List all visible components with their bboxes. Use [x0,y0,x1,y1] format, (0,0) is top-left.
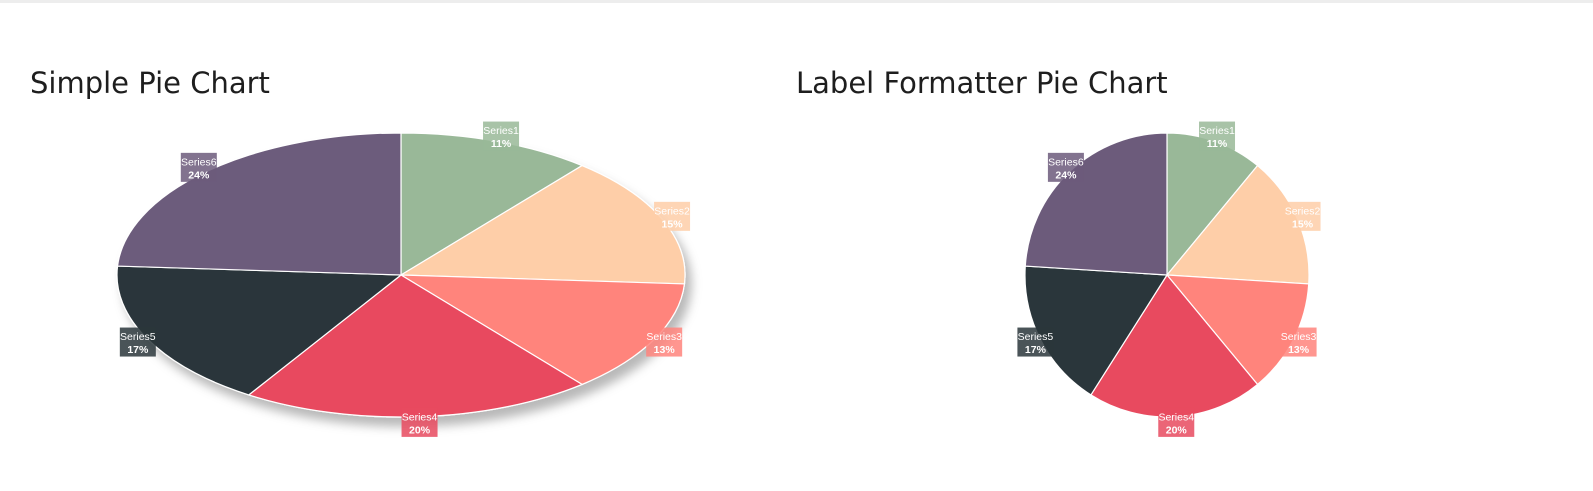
data-label-percent: 17% [1025,344,1047,356]
data-label-series-name: Series4 [1158,411,1194,423]
data-label-box [1284,201,1321,231]
pie-slices [1024,132,1310,418]
data-label-series-name: Series6 [181,156,217,168]
data-label-percent: 24% [188,169,210,181]
data-label-percent: 20% [409,424,431,436]
simple-pie-chart-panel: Simple Pie Chart Series1 11% Series2 15% Ser… [0,0,790,491]
data-label-series-name: Series1 [483,125,519,137]
data-label-percent: 13% [1288,344,1310,356]
data-label-percent: 20% [1166,424,1188,436]
data-label-box [1158,407,1195,437]
pie-slices [116,132,686,418]
data-label-series-name: Series2 [1285,205,1321,217]
data-label-series-name: Series3 [646,331,682,343]
data-label-percent: 13% [654,344,676,356]
data-label-box [654,201,691,231]
data-label-percent: 11% [1207,138,1228,150]
data-label-percent: 17% [127,344,149,356]
data-label-series-name: Series2 [654,205,690,217]
top-divider [0,0,1593,3]
data-label-series-name: Series4 [402,411,438,423]
data-label-box [483,121,520,151]
data-label-series-name: Series1 [1199,125,1235,137]
data-label-box [401,407,438,437]
pie-slice-series6[interactable] [1024,132,1168,276]
data-label-series-name: Series6 [1048,156,1084,168]
data-label-box [180,152,217,182]
data-label-box [1199,121,1236,151]
data-label-box [1047,152,1084,182]
pie-slice-series6[interactable] [116,132,402,276]
data-label-percent: 24% [1055,169,1077,181]
data-label-box [119,327,156,357]
data-label-series-name: Series3 [1281,331,1317,343]
data-label-series-name: Series5 [1018,331,1054,343]
chart-title: Label Formatter Pie Chart [796,66,1168,100]
data-label-box [1017,327,1054,357]
data-label-box [646,327,683,357]
data-label-series-name: Series5 [120,331,156,343]
label-formatter-pie-chart-panel: Label Formatter Pie Chart Series1 11% Seri… [790,0,1593,491]
data-label-percent: 11% [491,138,512,150]
data-label-percent: 15% [662,218,684,230]
data-label-percent: 15% [1292,218,1314,230]
data-label-box [1280,327,1317,357]
chart-title: Simple Pie Chart [30,66,270,100]
